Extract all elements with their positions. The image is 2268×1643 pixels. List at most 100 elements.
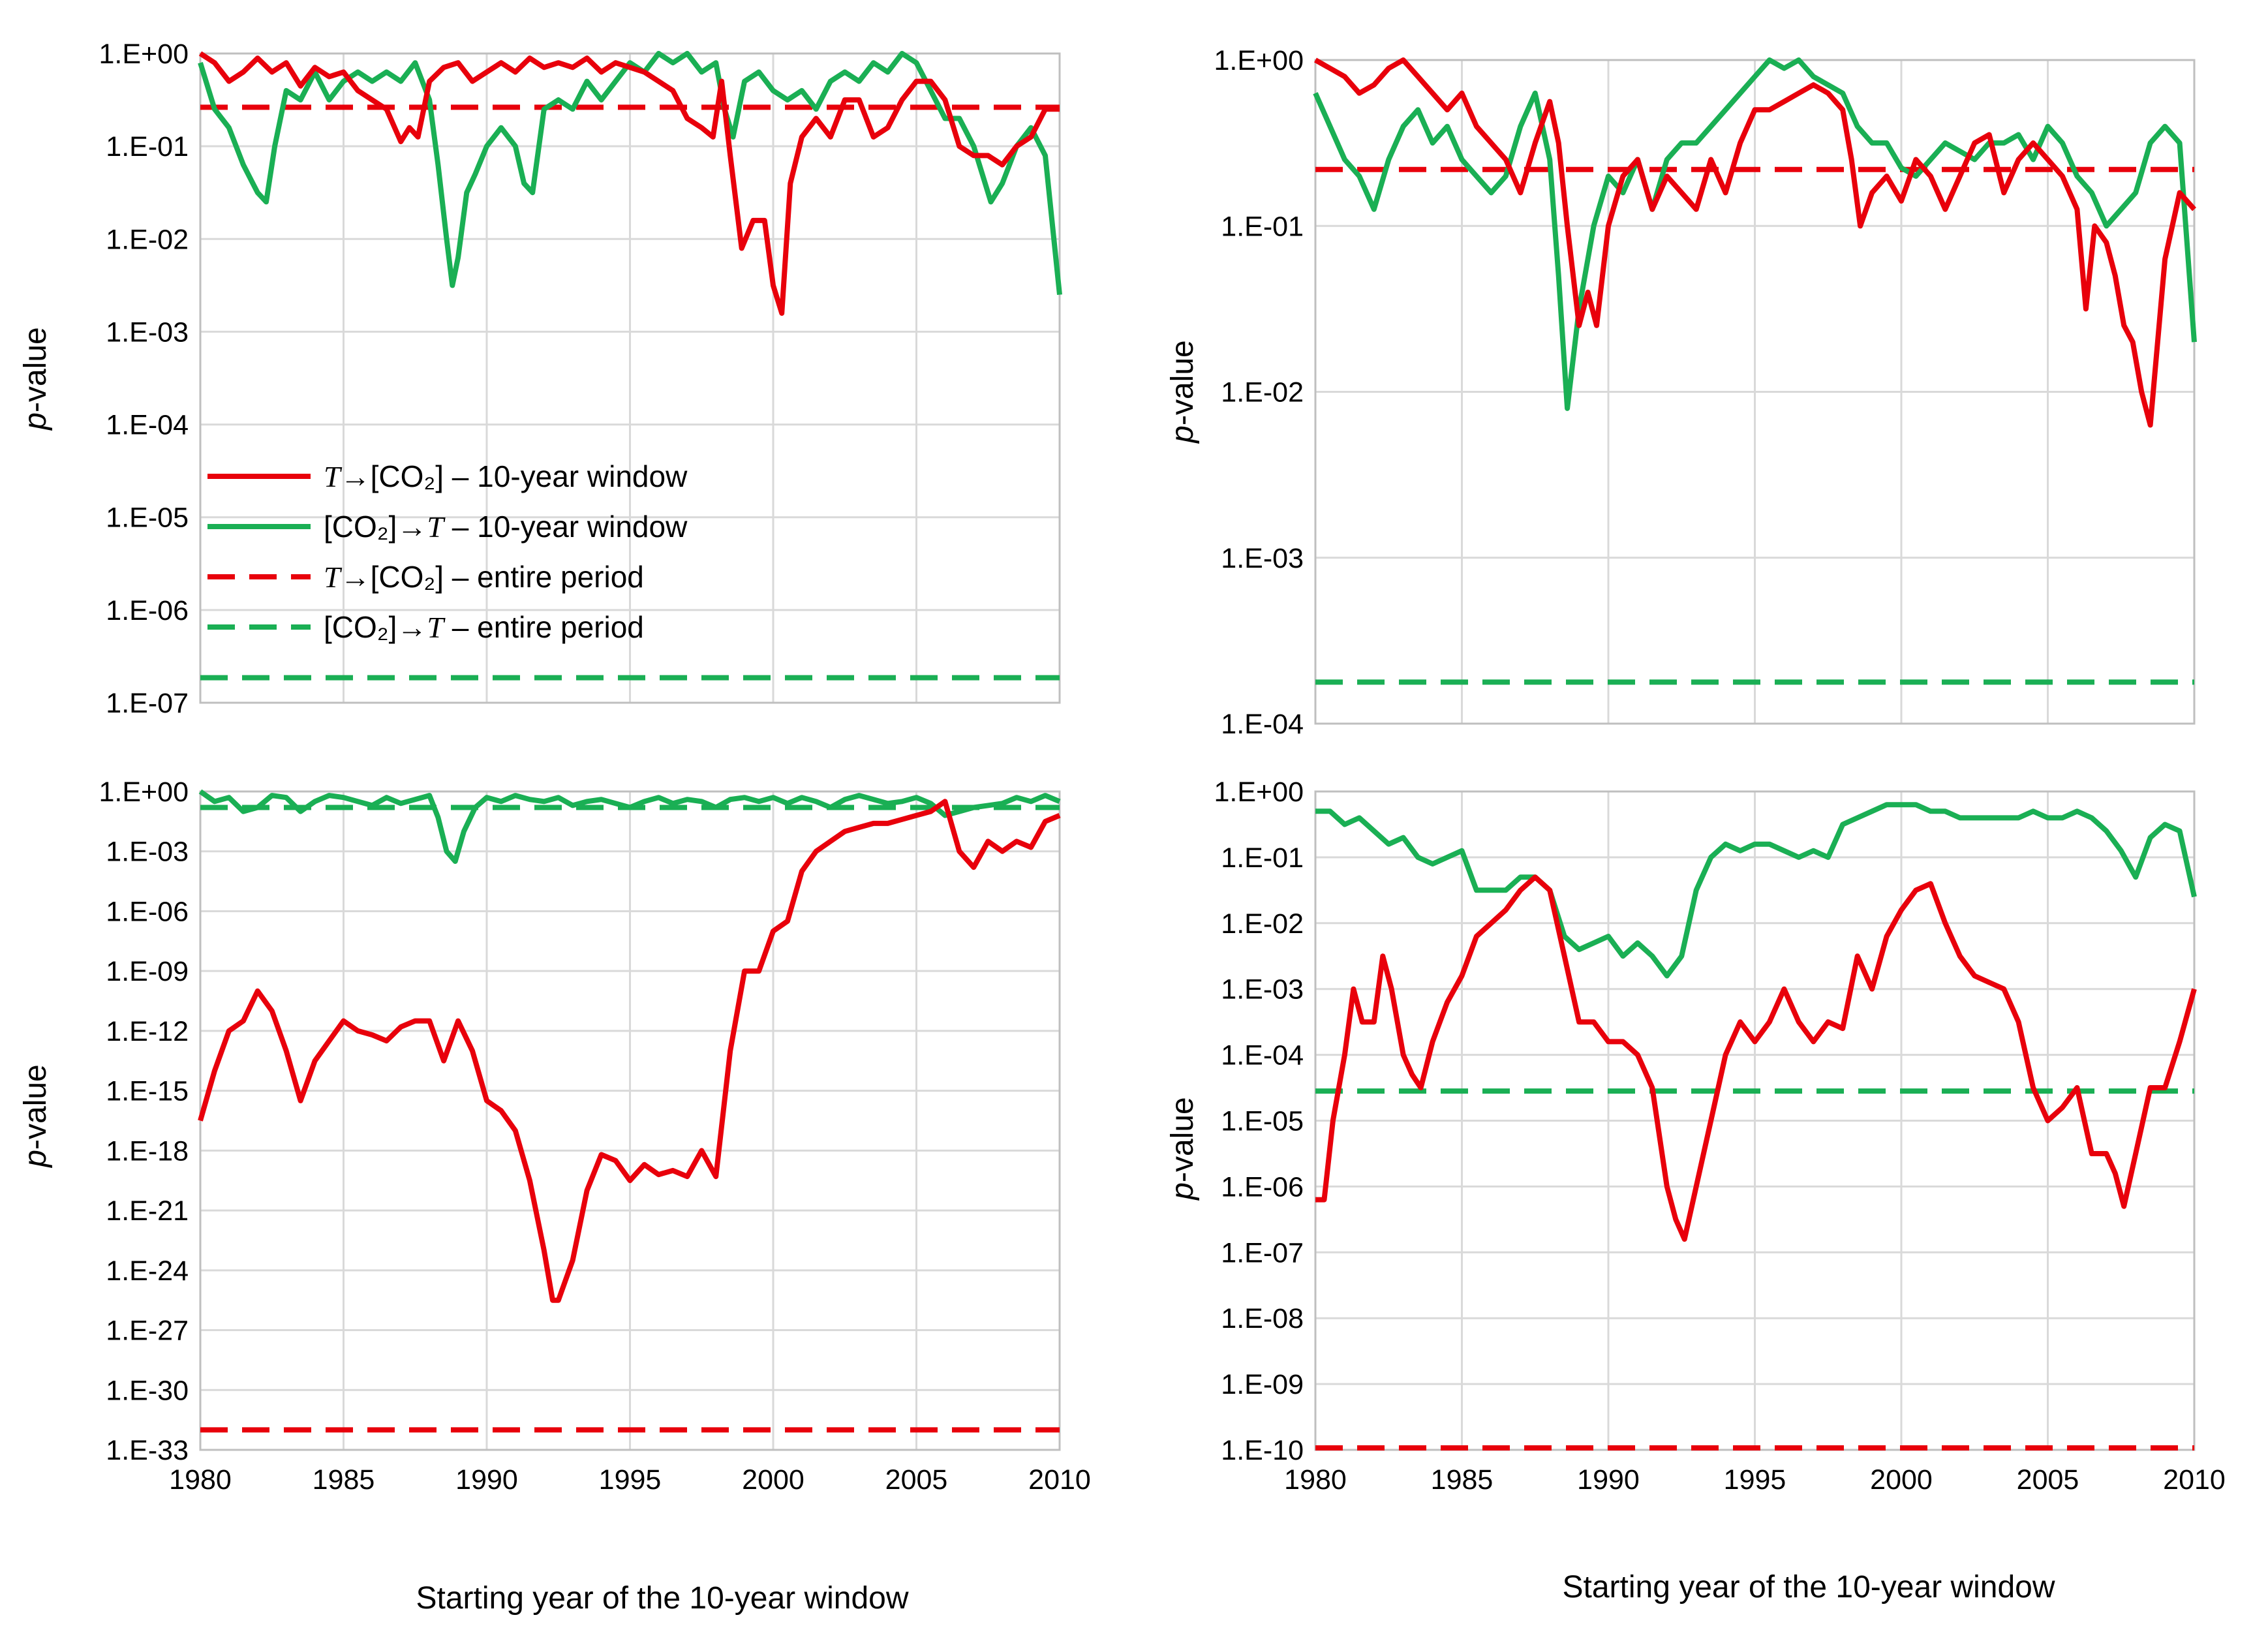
chart-bottom-left: 1.E+00 1.E-03 1.E-06 1.E-09 1.E-12 1.E-15 1.E-…: [18, 776, 1091, 1496]
x-axis-title-left: Starting year of the 10-year window: [416, 1581, 908, 1616]
y-tick-label: 1.E-03: [106, 837, 189, 868]
y-tick-label: 1.E-07: [1221, 1237, 1304, 1268]
y-tick-label: 1.E-01: [106, 131, 189, 162]
x-tick-label: 1980: [169, 1464, 232, 1496]
legend-effect: [CO₂]: [371, 560, 444, 594]
y-axis-title-p: p: [1165, 1182, 1200, 1201]
y-tick-label: 1.E-09: [106, 956, 189, 987]
y-tick-label: 1.E-05: [106, 502, 189, 534]
y-axis-title-rest: -value: [1165, 340, 1200, 425]
y-axis-title: p-value: [1165, 340, 1200, 444]
y-tick-label: 1.E-07: [106, 688, 189, 719]
y-tick-label: 1.E-02: [1221, 908, 1304, 940]
legend-suffix: – entire period: [444, 610, 644, 644]
plot-frame: [199, 52, 1061, 704]
x-tick-label: 1980: [1284, 1464, 1347, 1496]
legend-entry: [CO₂]→T – entire period: [324, 610, 644, 644]
y-tick-label: 1.E-01: [1221, 211, 1304, 242]
y-tick-label: 1.E-09: [1221, 1369, 1304, 1400]
y-tick-label: 1.E-30: [106, 1375, 189, 1406]
legend-effect: T: [427, 611, 446, 644]
x-tick-label: 2010: [1028, 1464, 1091, 1496]
y-tick-label: 1.E-04: [1221, 709, 1304, 740]
y-tick-label: 1.E-06: [106, 595, 189, 626]
x-tick-label: 2005: [2017, 1464, 2079, 1496]
y-axis-title-rest: -value: [1165, 1097, 1200, 1182]
y-tick-label: 1.E-08: [1221, 1303, 1304, 1334]
y-tick-label: 1.E-01: [1221, 842, 1304, 874]
legend-suffix: – entire period: [444, 560, 644, 594]
x-tick-label: 1985: [313, 1464, 375, 1496]
x-tick-label: 2005: [885, 1464, 948, 1496]
y-tick-label: 1.E-18: [106, 1135, 189, 1167]
y-axis-title-p: p: [18, 1150, 53, 1169]
y-tick-label: 1.E-12: [106, 1016, 189, 1047]
y-tick-label: 1.E-33: [106, 1435, 189, 1466]
legend-cause: [CO₂]: [324, 510, 397, 544]
series-green-solid: [198, 51, 1062, 296]
legend-effect: [CO₂]: [371, 459, 444, 493]
x-tick-label: 1990: [455, 1464, 518, 1496]
y-axis-title-p: p: [1165, 425, 1200, 444]
legend-cause: [CO₂]: [324, 610, 397, 644]
x-tick-label: 1985: [1431, 1464, 1494, 1496]
x-tick-label: 2000: [742, 1464, 805, 1496]
legend-cause: T: [324, 460, 343, 493]
y-tick-label: 1.E-06: [1221, 1171, 1304, 1203]
y-tick-label: 1.E-10: [1221, 1435, 1304, 1466]
y-tick-label: 1.E-15: [106, 1076, 189, 1107]
legend-suffix: – 10-year window: [444, 459, 688, 493]
series-red-solid: [198, 51, 1060, 316]
y-tick-label: 1.E-04: [1221, 1040, 1304, 1071]
legend-arrow: →: [341, 560, 371, 594]
y-tick-label: 1.E-27: [106, 1315, 189, 1347]
y-tick-label: 1.E-04: [106, 410, 189, 441]
series-red-solid: [1314, 57, 2197, 428]
legend-suffix: – 10-year window: [444, 510, 688, 544]
legend-arrow: →: [397, 610, 427, 644]
series-green-solid: [198, 789, 1061, 864]
y-tick-label: 1.E-21: [106, 1195, 189, 1227]
y-tick-label: 1.E-02: [1221, 377, 1304, 408]
series-red-solid: [198, 799, 1061, 1303]
x-tick-label: 1995: [1724, 1464, 1786, 1496]
y-axis-title: p-value: [18, 1064, 53, 1168]
legend-arrow: →: [341, 459, 371, 493]
panels-layer: 1.E+00 1.E-01 1.E-02 1.E-03 1.E-04 1.E-05 1.E-…: [18, 38, 2226, 1496]
y-tick-label: 1.E+00: [99, 38, 189, 70]
series-green-solid: [1315, 802, 2197, 979]
legend: T→[CO₂] – 10-year window[CO₂]→T – 10-yea…: [207, 459, 688, 644]
x-tick-label: 2010: [2163, 1464, 2226, 1496]
y-tick-label: 1.E-03: [106, 316, 189, 348]
legend-entry: T→[CO₂] – entire period: [324, 560, 644, 594]
y-tick-label: 1.E-02: [106, 224, 189, 255]
x-tick-label: 1990: [1577, 1464, 1640, 1496]
series-red-solid: [1315, 874, 2197, 1242]
y-axis-title-rest: -value: [18, 327, 53, 412]
chart-top-left: 1.E+00 1.E-01 1.E-02 1.E-03 1.E-04 1.E-05 1.E-…: [18, 38, 1062, 719]
y-tick-label: 1.E+00: [1214, 776, 1304, 808]
y-tick-label: 1.E+00: [99, 776, 189, 808]
chart-top-right: 1.E+00 1.E-01 1.E-02 1.E-03 1.E-04 p-value: [1165, 45, 2197, 740]
chart-bottom-right: 1.E+00 1.E-01 1.E-02 1.E-03 1.E-04 1.E-05 1.E-…: [1165, 776, 2226, 1496]
legend-entry: [CO₂]→T – 10-year window: [324, 510, 688, 544]
y-axis-title: p-value: [1165, 1097, 1200, 1201]
legend-effect: T: [427, 510, 446, 544]
y-tick-label: 1.E-03: [1221, 974, 1304, 1006]
y-tick-label: 1.E-24: [106, 1255, 189, 1287]
y-axis-title: p-value: [18, 327, 53, 431]
x-axis-title-right: Starting year of the 10-year window: [1562, 1570, 2055, 1605]
y-axis-title-p: p: [18, 412, 53, 431]
y-tick-label: 1.E-06: [106, 896, 189, 927]
y-axis-title-rest: -value: [18, 1064, 53, 1150]
legend-entry: T→[CO₂] – 10-year window: [324, 459, 688, 493]
x-tick-label: 2000: [1870, 1464, 1933, 1496]
y-tick-label: 1.E-03: [1221, 543, 1304, 574]
y-tick-label: 1.E+00: [1214, 45, 1304, 76]
plot-frame: [1314, 59, 2196, 725]
y-tick-label: 1.E-05: [1221, 1106, 1304, 1137]
legend-arrow: →: [397, 510, 427, 544]
x-tick-label: 1995: [599, 1464, 662, 1496]
legend-cause: T: [324, 560, 343, 594]
